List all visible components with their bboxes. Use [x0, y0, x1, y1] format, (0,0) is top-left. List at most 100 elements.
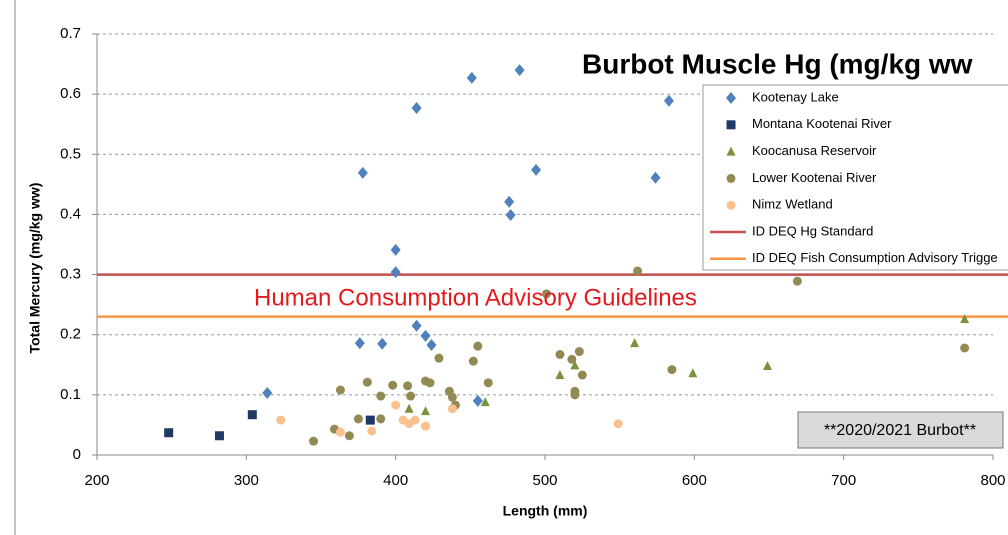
legend-entries: Kootenay Lake Montana Kootenai River Kooca…	[710, 89, 998, 265]
point	[663, 94, 674, 107]
y-tick-label: 0.5	[60, 145, 81, 162]
y-axis-label: Total Mercury (mg/kg ww)	[27, 183, 43, 354]
point	[570, 390, 580, 400]
legend-label: Nimz Wetland	[752, 197, 833, 212]
point	[688, 368, 698, 378]
x-tick-label: 600	[682, 472, 707, 489]
x-axis-label: Length (mm)	[503, 503, 588, 519]
point	[577, 370, 587, 380]
point	[425, 378, 435, 388]
point	[567, 354, 577, 364]
point	[362, 377, 372, 387]
x-tick-label: 400	[383, 472, 408, 489]
point	[410, 415, 420, 425]
x-tick-label: 300	[234, 472, 259, 489]
legend-label: Montana Kootenai River	[752, 116, 892, 131]
point	[354, 337, 365, 350]
x-tick-label: 800	[980, 472, 1005, 489]
point	[390, 243, 401, 256]
legend-marker	[726, 92, 736, 104]
point	[426, 338, 437, 351]
point	[376, 414, 386, 424]
legend-label: ID DEQ Fish Consumption Advisory Trigge	[752, 250, 998, 265]
point	[514, 64, 525, 77]
point	[390, 266, 401, 279]
legend-label: Koocanusa Reservoir	[752, 143, 877, 158]
y-tick-label: 0	[73, 446, 81, 463]
point	[376, 391, 386, 401]
point	[505, 209, 516, 222]
legend-marker	[726, 146, 736, 156]
point	[447, 392, 457, 402]
point	[504, 195, 515, 208]
y-tick-label: 0.7	[60, 25, 81, 42]
point	[377, 337, 388, 350]
point	[214, 431, 224, 441]
reference-lines	[97, 273, 1008, 318]
point	[164, 428, 174, 438]
point	[357, 166, 368, 179]
y-tick-label: 0.6	[60, 85, 81, 102]
point	[309, 436, 319, 446]
point	[633, 266, 643, 276]
point	[335, 385, 345, 395]
y-tick-label: 0.1	[60, 386, 81, 403]
point	[466, 71, 477, 84]
point	[630, 338, 640, 348]
point	[262, 387, 273, 400]
legend-label: Kootenay Lake	[752, 89, 839, 104]
point	[960, 314, 970, 324]
legend-label: ID DEQ Hg Standard	[752, 223, 873, 238]
legend	[702, 84, 1008, 271]
point	[391, 400, 401, 410]
point	[468, 356, 478, 366]
points	[164, 64, 970, 446]
point	[574, 347, 584, 357]
point	[388, 380, 398, 390]
point	[367, 426, 377, 436]
point	[960, 343, 970, 353]
point	[473, 341, 483, 351]
legend-marker	[726, 173, 736, 183]
point	[480, 397, 490, 407]
point	[411, 319, 422, 332]
annotation-box	[797, 411, 1004, 449]
point	[613, 419, 623, 429]
point	[421, 406, 431, 416]
annotation: **2020/2021 Burbot**	[824, 422, 976, 439]
point	[531, 163, 542, 176]
x-tick-label: 500	[532, 472, 557, 489]
point	[667, 365, 677, 375]
point	[276, 415, 286, 425]
x-tick-label: 700	[831, 472, 856, 489]
point	[247, 410, 257, 420]
point	[472, 394, 483, 407]
point	[421, 421, 431, 431]
y-tick-label: 0.3	[60, 266, 81, 283]
point	[404, 403, 414, 413]
point	[555, 370, 565, 380]
point	[570, 360, 580, 370]
point	[434, 353, 444, 363]
chart-title: Burbot Muscle Hg (mg/kg ww	[582, 48, 973, 79]
point	[763, 360, 773, 370]
point	[406, 391, 416, 401]
point	[411, 101, 422, 114]
annotation: Human Consumption Advisory Guidelines	[254, 284, 697, 311]
point	[403, 381, 413, 391]
legend-marker	[726, 120, 736, 130]
y-tick-label: 0.4	[60, 205, 81, 222]
point	[555, 350, 565, 360]
point	[365, 415, 375, 425]
point	[335, 427, 345, 437]
point	[483, 378, 493, 388]
point	[792, 276, 802, 286]
x-tick-label: 200	[84, 472, 109, 489]
y-tick-label: 0.2	[60, 326, 81, 343]
point	[353, 414, 363, 424]
point	[541, 289, 551, 299]
point	[447, 404, 457, 414]
legend-marker	[726, 200, 736, 210]
legend-label: Lower Kootenai River	[752, 170, 877, 185]
